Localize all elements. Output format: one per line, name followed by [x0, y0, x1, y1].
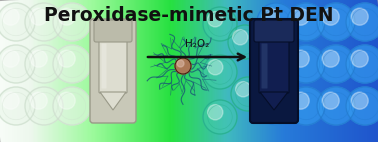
Circle shape: [292, 8, 309, 25]
Circle shape: [0, 3, 35, 41]
Circle shape: [287, 87, 325, 125]
Circle shape: [322, 92, 339, 109]
Circle shape: [317, 45, 355, 83]
Circle shape: [58, 92, 75, 109]
Circle shape: [2, 50, 19, 67]
Circle shape: [232, 30, 248, 45]
Circle shape: [25, 3, 63, 41]
Circle shape: [53, 3, 91, 41]
Circle shape: [208, 12, 223, 27]
Circle shape: [351, 92, 368, 109]
Circle shape: [257, 3, 295, 41]
Circle shape: [262, 8, 279, 25]
Circle shape: [203, 100, 237, 134]
Polygon shape: [100, 92, 126, 110]
Circle shape: [287, 3, 325, 41]
Circle shape: [262, 50, 279, 67]
Circle shape: [346, 3, 378, 41]
Circle shape: [292, 92, 309, 109]
Circle shape: [30, 50, 47, 67]
FancyBboxPatch shape: [94, 20, 132, 42]
Circle shape: [257, 87, 295, 125]
Circle shape: [30, 8, 47, 25]
Circle shape: [203, 55, 237, 89]
Circle shape: [53, 87, 91, 125]
FancyBboxPatch shape: [99, 39, 127, 93]
FancyBboxPatch shape: [262, 43, 268, 88]
Circle shape: [58, 50, 75, 67]
Circle shape: [208, 105, 223, 120]
Circle shape: [0, 45, 35, 83]
FancyBboxPatch shape: [90, 19, 136, 123]
Circle shape: [351, 50, 368, 67]
FancyBboxPatch shape: [102, 43, 107, 88]
Circle shape: [228, 25, 262, 59]
Polygon shape: [260, 92, 288, 110]
Text: Peroxidase-mimetic Pt DEN: Peroxidase-mimetic Pt DEN: [44, 6, 334, 25]
Circle shape: [235, 82, 251, 97]
Circle shape: [0, 87, 35, 125]
Circle shape: [292, 50, 309, 67]
Circle shape: [25, 87, 63, 125]
Text: H₂O₂: H₂O₂: [185, 39, 210, 49]
Circle shape: [2, 92, 19, 109]
Circle shape: [257, 45, 295, 83]
Circle shape: [317, 87, 355, 125]
Circle shape: [175, 58, 191, 74]
Circle shape: [58, 8, 75, 25]
Circle shape: [346, 45, 378, 83]
Circle shape: [30, 92, 47, 109]
Circle shape: [231, 77, 265, 111]
Circle shape: [2, 8, 19, 25]
Circle shape: [208, 60, 223, 75]
FancyBboxPatch shape: [250, 19, 298, 123]
FancyBboxPatch shape: [259, 39, 289, 93]
Circle shape: [322, 8, 339, 25]
Circle shape: [322, 50, 339, 67]
Circle shape: [262, 92, 279, 109]
Circle shape: [317, 3, 355, 41]
FancyBboxPatch shape: [254, 20, 294, 42]
Circle shape: [25, 45, 63, 83]
Circle shape: [177, 60, 184, 67]
Circle shape: [53, 45, 91, 83]
Circle shape: [287, 45, 325, 83]
Circle shape: [203, 7, 237, 41]
Circle shape: [346, 87, 378, 125]
Circle shape: [351, 8, 368, 25]
